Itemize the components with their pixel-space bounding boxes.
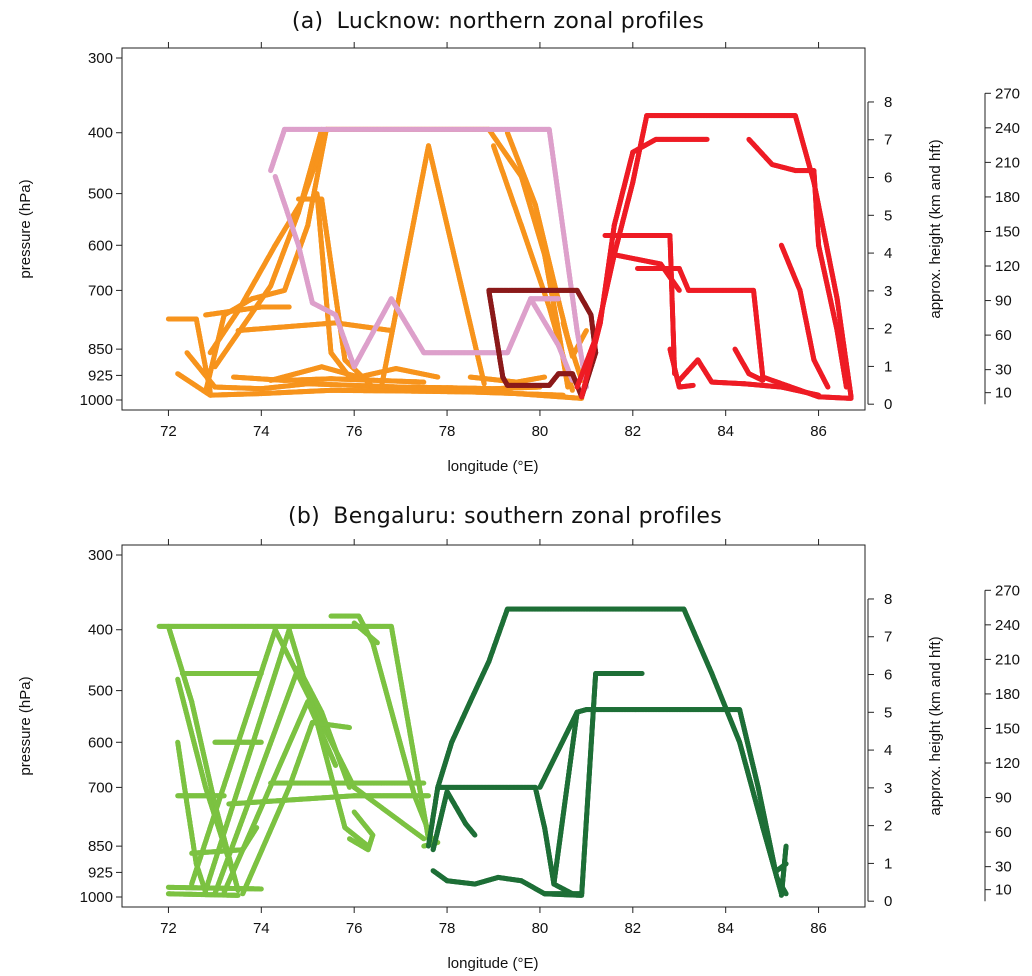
data-point (421, 379, 427, 385)
data-point (370, 384, 376, 390)
data-point (435, 374, 441, 380)
panel-a-data (165, 113, 854, 401)
panel-a-title-text: Lucknow: northern zonal profiles (337, 9, 705, 34)
data-point (347, 374, 352, 380)
panel-a-title: (a) Lucknow: northern zonal profiles (292, 9, 704, 34)
series-group (165, 126, 589, 401)
panel-a: (a) Lucknow: northern zonal profiles 72 7… (17, 9, 1020, 475)
panel-a-title-prefix: (a) (292, 9, 324, 34)
